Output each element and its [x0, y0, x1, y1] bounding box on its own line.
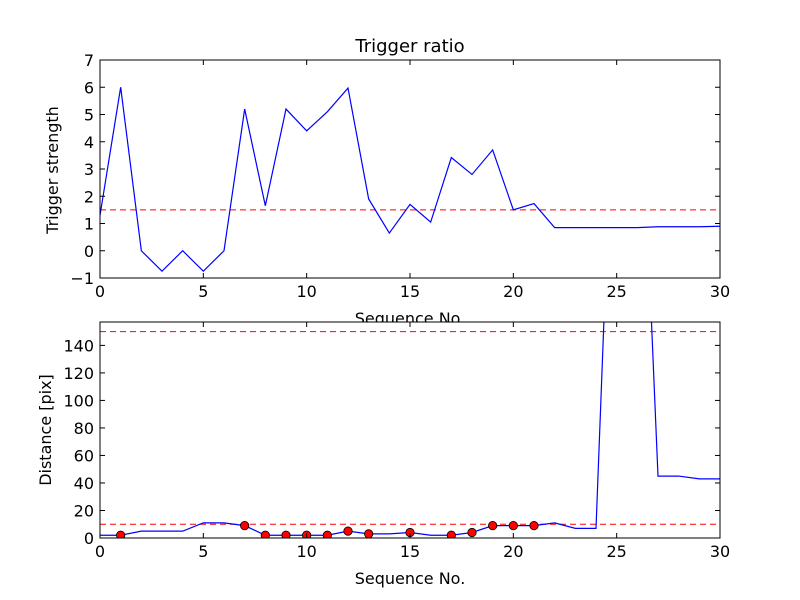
y-tick-label: 80 [74, 419, 94, 438]
y-tick-label: 140 [63, 336, 94, 355]
data-point-marker [116, 530, 126, 538]
data-point-marker [364, 529, 374, 538]
y-tick-label: 20 [74, 501, 94, 520]
data-point-marker [322, 530, 332, 538]
series-line [100, 86, 720, 273]
x-tick-label: 30 [710, 542, 730, 561]
y-tick-label: 4 [84, 133, 94, 152]
y-tick-label: 3 [84, 160, 94, 179]
x-tick-label: 15 [400, 282, 420, 301]
x-tick-label: 30 [710, 282, 730, 301]
y-tick-label: 5 [84, 106, 94, 125]
data-point-marker [529, 521, 539, 531]
y-tick-label: 2 [84, 187, 94, 206]
plot-frame [99, 59, 721, 279]
y-tick-label: 40 [74, 474, 94, 493]
x-tick-label: 25 [606, 542, 626, 561]
data-point-marker [343, 526, 353, 536]
plot-frame [99, 321, 721, 539]
x-tick-label: 10 [296, 542, 316, 561]
x-axis-label: Sequence No. [355, 569, 466, 588]
data-point-marker [260, 530, 270, 538]
y-tick-label: −1 [70, 269, 94, 288]
data-point-marker [240, 521, 250, 531]
y-tick-label: 100 [63, 391, 94, 410]
x-tick-label: 0 [95, 542, 105, 561]
y-tick-label: 6 [84, 78, 94, 97]
y-tick-label: 0 [84, 242, 94, 261]
x-tick-label: 10 [296, 282, 316, 301]
x-tick-label: 5 [198, 282, 208, 301]
y-tick-label: 120 [63, 364, 94, 383]
x-tick-label: 15 [400, 542, 420, 561]
chart-title: Trigger ratio [354, 36, 464, 57]
data-point-marker [488, 521, 498, 531]
x-tick-label: 25 [606, 282, 626, 301]
y-tick-label: 7 [84, 51, 94, 70]
y-tick-label: 1 [84, 215, 94, 234]
x-tick-label: 0 [95, 282, 105, 301]
data-point-marker [508, 521, 518, 531]
data-point-marker [467, 527, 477, 538]
x-tick-label: 20 [503, 282, 523, 301]
y-axis-label: Distance [pix] [36, 374, 55, 486]
data-point-marker [446, 530, 456, 538]
x-tick-label: 20 [503, 542, 523, 561]
y-tick-label: 60 [74, 446, 94, 465]
distance-plot: 0 5 10 15 20 25 30 0 20 40 60 80 100 120 140 Sequence … [36, 321, 730, 588]
y-tick-label: 0 [84, 529, 94, 548]
y-axis-label: Trigger strength [43, 106, 62, 235]
x-tick-label: 5 [198, 542, 208, 561]
data-point-marker [281, 530, 291, 538]
